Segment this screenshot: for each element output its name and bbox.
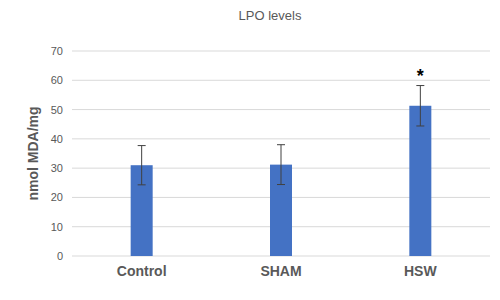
- y-tick-label: 30: [51, 162, 63, 174]
- error-bar: [416, 86, 424, 126]
- y-tick-label: 10: [51, 221, 63, 233]
- grid-line: [72, 51, 490, 52]
- grid-line: [72, 80, 490, 81]
- y-axis-label: nmol MDA/mg: [25, 106, 41, 200]
- y-tick-label: 70: [51, 45, 63, 57]
- y-tick-label: 40: [51, 133, 63, 145]
- x-tick-label: Control: [117, 263, 167, 279]
- chart: LPO levels nmol MDA/mg 0 10 20 30 40 50 60 70 Cont…: [0, 0, 500, 300]
- y-tick-label: 0: [57, 250, 63, 262]
- plot-area: [131, 86, 432, 256]
- bar: [409, 106, 431, 256]
- title: LPO levels: [239, 8, 302, 23]
- x-tick-label: HSW: [404, 263, 437, 279]
- error-bar: [277, 145, 285, 185]
- y-tick-label: 50: [51, 104, 63, 116]
- error-bar: [138, 146, 146, 185]
- chart-container: LPO levels nmol MDA/mg 0 10 20 30 40 50 60 70 Cont…: [0, 0, 500, 300]
- x-tick-label: SHAM: [260, 263, 301, 279]
- y-tick-label: 60: [51, 74, 63, 86]
- annotation: *: [417, 66, 424, 86]
- y-tick-label: 20: [51, 191, 63, 203]
